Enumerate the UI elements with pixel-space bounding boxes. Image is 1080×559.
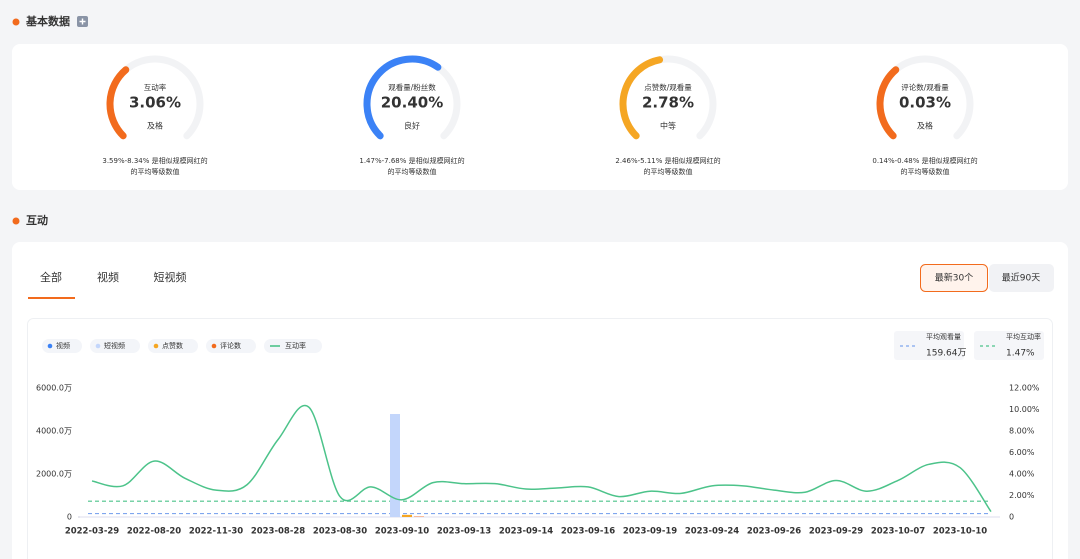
y2-tick-label: 6.00% <box>1009 448 1035 457</box>
gauge-value: 3.06% <box>129 94 181 112</box>
tab[interactable]: 全部 <box>40 270 62 284</box>
bar <box>402 514 412 517</box>
x-tick-label: 2023-09-14 <box>499 527 553 537</box>
gauge-value: 20.40% <box>381 94 443 112</box>
x-tick-label: 2022-11-30 <box>189 527 243 537</box>
average-name: 平均观看量 <box>926 332 961 341</box>
y-tick-label: 4000.0万 <box>36 427 72 436</box>
legend-label: 视频 <box>56 341 70 350</box>
x-tick-label: 2023-09-13 <box>437 527 491 537</box>
basic-card <box>12 44 1068 190</box>
gauge-note: 的平均等级数值 <box>644 167 693 176</box>
average-box <box>974 331 1044 360</box>
average-box <box>894 331 964 360</box>
gauge-fill <box>363 55 442 140</box>
section-title: 互动 <box>26 213 48 227</box>
y2-tick-label: 8.00% <box>1009 427 1035 436</box>
gauge-label: 点赞数/观看量 <box>644 82 692 92</box>
legend-label: 短视频 <box>104 341 125 350</box>
tab[interactable]: 短视频 <box>154 270 187 284</box>
gauge-label: 互动率 <box>144 82 167 92</box>
section-title: 基本数据 <box>25 14 70 28</box>
legend-pill <box>148 339 198 353</box>
gauge-note: 的平均等级数值 <box>131 167 180 176</box>
bar <box>390 414 400 517</box>
y2-tick-label: 4.00% <box>1009 470 1035 479</box>
legend-dot <box>153 343 159 349</box>
legend-pill <box>42 339 82 353</box>
x-tick-label: 2022-03-29 <box>65 527 119 537</box>
chart-panel <box>27 318 1053 559</box>
gauge-grade: 中等 <box>660 121 676 131</box>
y2-tick-label: 0 <box>1009 513 1014 522</box>
gauge-note: 0.14%-0.48% 是相似规模网红的 <box>872 156 977 165</box>
gauge-value: 2.78% <box>642 94 694 112</box>
tab[interactable]: 视频 <box>97 270 119 284</box>
x-tick-label: 2023-09-10 <box>375 527 429 537</box>
section-dot <box>12 18 20 26</box>
legend-pill <box>90 339 140 353</box>
legend-label: 点赞数 <box>162 341 183 350</box>
x-tick-label: 2023-08-30 <box>313 527 367 537</box>
gauge-note: 3.59%-8.34% 是相似规模网红的 <box>102 156 207 165</box>
gauge-grade: 及格 <box>917 121 933 131</box>
gauge-note: 的平均等级数值 <box>901 167 950 176</box>
legend-dot <box>211 343 217 349</box>
range-button[interactable] <box>920 264 988 292</box>
section-dot <box>12 217 20 225</box>
x-tick-label: 2023-10-10 <box>933 527 987 537</box>
gauge-value: 0.03% <box>899 94 951 112</box>
x-tick-label: 2023-09-16 <box>561 527 615 537</box>
legend-label: 评论数 <box>220 341 241 350</box>
y-tick-label: 6000.0万 <box>36 384 72 393</box>
x-tick-label: 2023-09-19 <box>623 527 677 537</box>
gauge-note: 2.46%-5.11% 是相似规模网红的 <box>615 156 720 165</box>
y2-tick-label: 10.00% <box>1009 405 1040 414</box>
line <box>91 404 992 513</box>
y-tick-label: 2000.0万 <box>36 470 72 479</box>
legend-pill <box>264 339 322 353</box>
chart: 0 2000.0万 4000.0万 6000.0万 0 2.00% 4.00% 6.00% 8.… <box>36 331 1044 537</box>
legend-dot <box>95 343 101 349</box>
x-tick-label: 2023-09-29 <box>809 527 863 537</box>
legend-dot <box>47 343 53 349</box>
y-tick-label: 0 <box>67 513 72 522</box>
x-tick-label: 2023-08-28 <box>251 527 305 537</box>
gauge-grade: 及格 <box>147 121 163 131</box>
x-tick-label: 2022-08-20 <box>127 527 181 537</box>
range-button-label: 最近90天 <box>1002 272 1040 284</box>
add-icon-plus <box>79 18 86 25</box>
gauge-note: 1.47%-7.68% 是相似规模网红的 <box>359 156 464 165</box>
y2-tick-label: 12.00% <box>1009 384 1040 393</box>
gauge-label: 评论数/观看量 <box>901 82 949 92</box>
legend-pill <box>206 339 256 353</box>
gauge-fill <box>619 56 664 140</box>
x-tick-label: 2023-10-07 <box>871 527 925 537</box>
range-button-label: 最新30个 <box>935 272 973 284</box>
y2-tick-label: 2.00% <box>1009 491 1035 500</box>
gauge-fill <box>876 66 900 140</box>
gauge-label: 观看量/粉丝数 <box>388 82 436 92</box>
average-value: 1.47% <box>1006 349 1035 359</box>
x-tick-label: 2023-09-24 <box>685 527 739 537</box>
gauge-note: 的平均等级数值 <box>388 167 437 176</box>
range-button[interactable] <box>989 264 1054 292</box>
x-tick-label: 2023-09-26 <box>747 527 801 537</box>
gauge-grade: 良好 <box>404 121 420 131</box>
tab-underline <box>28 297 75 299</box>
legend-label: 互动率 <box>285 341 306 350</box>
average-name: 平均互动率 <box>1006 332 1041 341</box>
gauge-fill <box>106 66 130 140</box>
average-value: 159.64万 <box>926 349 967 359</box>
